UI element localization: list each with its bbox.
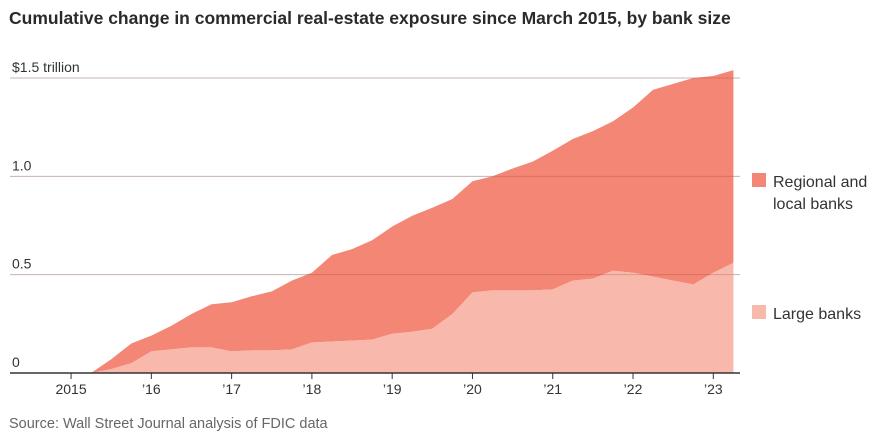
y-axis-ticks: 0 0.5 1.0 $1.5 trillion [12,59,80,370]
x-tick-label-6: ’21 [543,381,562,397]
legend: Regional and local banks Large banks [752,173,867,323]
legend-swatch-1 [752,305,766,319]
x-tick-label-1: ’16 [142,381,161,397]
area-large-banks [91,262,734,373]
x-tick-label-8: ’23 [704,381,723,397]
area-regional-and-local-banks [91,70,734,373]
y-tick-label-3: $1.5 trillion [12,59,80,75]
x-tick-label-3: ’18 [303,381,322,397]
area-layer [91,70,734,373]
x-tick-label-2: ’17 [222,381,241,397]
legend-swatch-0 [752,173,766,187]
legend-label-1: Large banks [773,306,861,323]
x-tick-label-4: ’19 [383,381,402,397]
y-tick-label-2: 1.0 [12,157,32,173]
overlay-gridlines [10,77,740,276]
source-note: Source: Wall Street Journal analysis of … [9,416,328,432]
chart-title: Cumulative change in commercial real-est… [9,8,731,28]
legend-label-0: Regional and local banks [773,174,867,213]
x-tick-label-5: ’20 [463,381,482,397]
y-tick-label-1: 0.5 [12,256,32,272]
x-tick-label-7: ’22 [624,381,643,397]
x-axis-ticks: 2015 ’16 ’17 ’18 ’19 ’20 ’21 ’22 ’23 [55,373,723,397]
y-tick-label-0: 0 [12,354,20,370]
x-tick-label-0: 2015 [55,381,86,397]
